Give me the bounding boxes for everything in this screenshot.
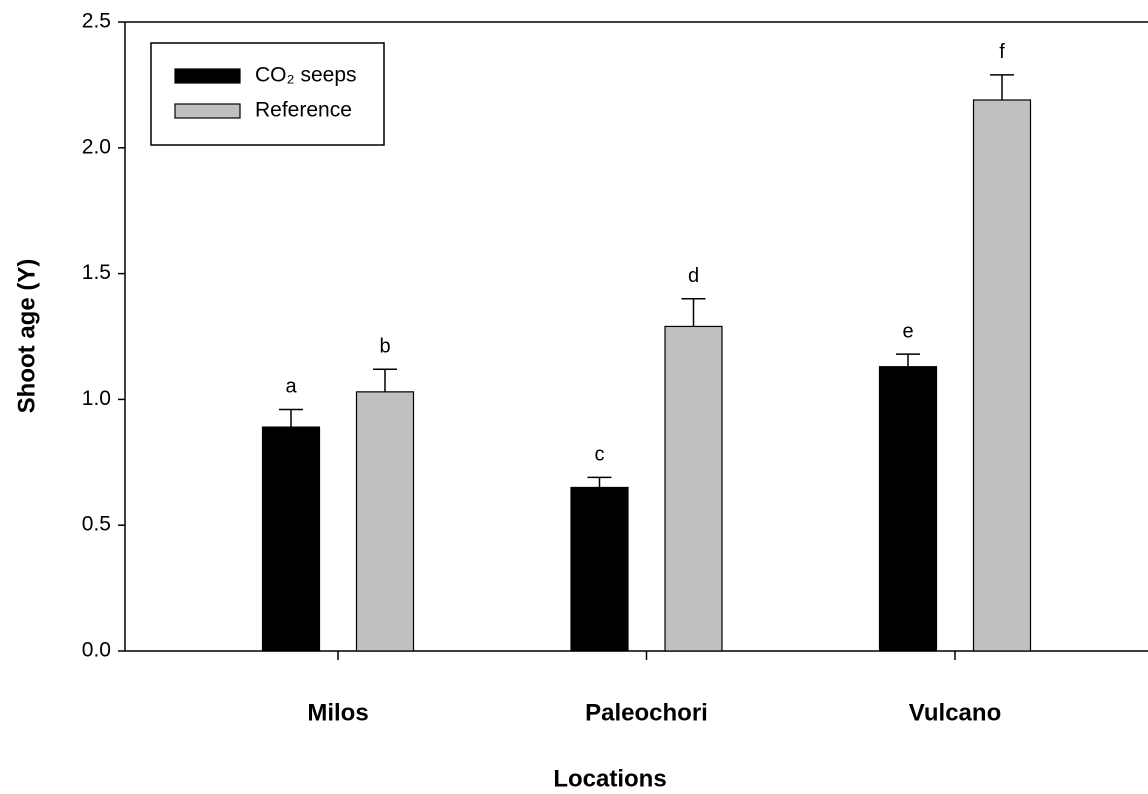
legend-label: Reference — [255, 99, 352, 122]
significance-letter: c — [595, 444, 605, 466]
bar — [878, 366, 938, 652]
bar — [972, 99, 1032, 652]
y-tick-label: 2.0 — [82, 135, 111, 158]
legend-swatch — [174, 68, 241, 84]
significance-letter: d — [688, 265, 699, 287]
bar — [664, 325, 723, 652]
x-axis-label: Locations — [553, 765, 666, 792]
x-tick-label: Milos — [307, 699, 368, 726]
y-tick-label: 1.5 — [82, 261, 111, 284]
bar — [355, 391, 415, 652]
y-tick-label: 0.0 — [82, 639, 111, 662]
significance-letter: b — [379, 335, 390, 357]
x-tick-label: Paleochori — [585, 699, 708, 726]
legend-box — [150, 42, 385, 146]
x-tick-label: Vulcano — [909, 699, 1001, 726]
y-tick-label: 2.5 — [82, 10, 111, 33]
y-tick-label: 1.0 — [82, 387, 111, 410]
significance-letter: e — [902, 320, 913, 342]
bar — [261, 426, 321, 652]
y-tick-label: 0.5 — [82, 513, 111, 536]
significance-letter: a — [285, 376, 297, 398]
bar — [570, 486, 629, 652]
y-axis-label: Shoot age (Y) — [13, 259, 40, 414]
legend-swatch — [174, 103, 241, 119]
significance-letter: f — [999, 41, 1005, 63]
legend-label: CO₂ seeps — [255, 64, 357, 87]
